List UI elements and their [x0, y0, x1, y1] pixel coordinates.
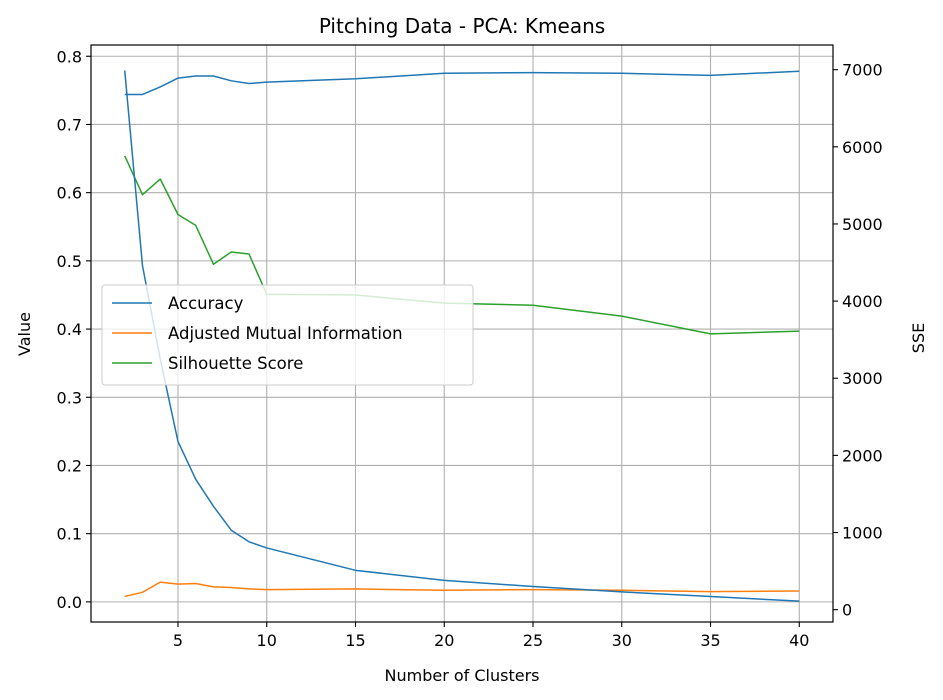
y2-tick-label: 6000 — [842, 138, 883, 157]
y-tick-label: 0.3 — [57, 388, 82, 407]
x-tick-label: 35 — [700, 631, 720, 650]
y2-axis-title: SSE — [909, 323, 928, 353]
x-tick-label: 30 — [612, 631, 632, 650]
x-axis-title: Number of Clusters — [385, 666, 540, 685]
y-tick-label: 0.6 — [57, 184, 82, 203]
x-tick-label: 25 — [523, 631, 543, 650]
grid — [91, 45, 833, 622]
series-lines — [123, 70, 800, 602]
y-tick-label: 0.8 — [57, 47, 82, 66]
y-tick-label: 0.5 — [57, 252, 82, 271]
y2-tick-label: 4000 — [842, 292, 883, 311]
y2-tick-label: 7000 — [842, 61, 883, 80]
y-tick-label: 0.7 — [57, 115, 82, 134]
x-tick-label: 20 — [434, 631, 454, 650]
plot-frame — [90, 44, 834, 623]
x-tick-label: 40 — [789, 631, 809, 650]
y-tick-label: 0.2 — [57, 456, 82, 475]
legend-label: Accuracy — [168, 294, 244, 313]
legend-box — [101, 284, 474, 386]
y2-tick-label: 2000 — [842, 446, 883, 465]
y-tick-label: 0.4 — [57, 320, 82, 339]
legend-label: Adjusted Mutual Information — [168, 324, 403, 343]
chart-title: Pitching Data - PCA: Kmeans — [319, 14, 605, 38]
series-line-sse — [123, 70, 800, 602]
y2-tick-label: 1000 — [842, 524, 883, 543]
y-axis-title: Value — [15, 312, 34, 356]
y-tick-label: 0.0 — [57, 593, 82, 612]
series-line-accuracy — [124, 70, 800, 96]
x-tick-label: 5 — [173, 631, 183, 650]
axes: 5 10 15 20 25 30 35 40 0.0 0.1 0.2 0.3 0.4 0.5 0.6 0.7 0… — [57, 47, 883, 650]
legend-label: Silhouette Score — [168, 354, 303, 373]
x-tick-label: 10 — [257, 631, 277, 650]
y2-tick-label: 5000 — [842, 215, 883, 234]
legend: Accuracy Adjusted Mutual Information Silho… — [101, 284, 474, 386]
x-tick-label: 15 — [345, 631, 365, 650]
y2-tick-label: 0 — [842, 601, 852, 620]
series-line-silhouette-score — [124, 155, 800, 335]
y-tick-label: 0.1 — [57, 525, 82, 544]
y2-tick-label: 3000 — [842, 369, 883, 388]
